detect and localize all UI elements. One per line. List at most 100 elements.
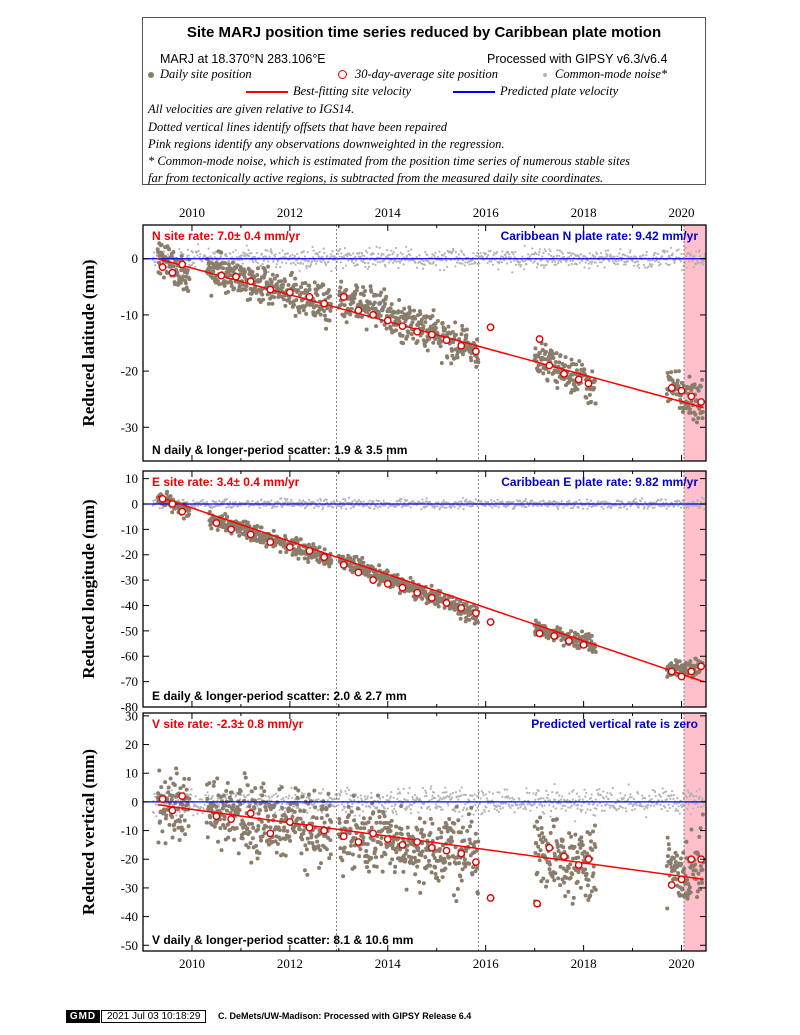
common-mode-point [484,793,487,796]
common-mode-point [446,802,449,805]
common-mode-point [676,809,680,813]
common-mode-point [497,810,500,814]
daily-position-point [243,529,248,534]
common-mode-point [376,260,379,263]
common-mode-point [668,263,671,266]
daily-position-point [327,555,332,560]
common-mode-point [443,791,446,794]
common-mode-point [358,814,361,817]
common-mode-point [660,808,663,811]
daily-position-point [424,314,429,319]
daily-position-point [243,287,248,292]
daily-position-point [590,369,595,374]
common-mode-point [390,791,393,794]
daily-position-point [414,595,419,600]
common-mode-point [316,809,319,812]
daily-position-point [171,249,176,254]
average-position-point [579,640,588,649]
common-mode-point [457,253,460,256]
average-position-point [383,316,392,325]
common-mode-point [298,499,301,502]
common-mode-point [532,504,535,507]
common-mode-point [325,803,328,806]
common-mode-point [203,254,207,258]
common-mode-point [497,506,500,509]
y-tick-label: -50 [121,623,138,638]
common-mode-point [495,505,498,508]
common-mode-point [692,266,695,269]
common-mode-point [609,792,612,795]
daily-position-point [453,332,458,337]
common-mode-point [575,804,578,807]
y-tick-label: 10 [125,471,138,486]
common-mode-point [397,788,400,791]
common-mode-point [392,796,395,799]
common-mode-point [604,256,607,259]
common-mode-point [460,250,463,254]
common-mode-point [487,810,490,813]
common-mode-point [201,260,204,263]
common-mode-point [413,802,416,805]
common-mode-point [428,799,431,802]
common-mode-point [564,809,567,812]
common-mode-point [433,506,436,509]
common-mode-point [211,796,214,799]
common-mode-point [396,255,399,258]
common-mode-point [363,254,366,258]
common-mode-point [229,501,232,504]
daily-position-point [306,560,311,565]
common-mode-point [250,801,253,805]
daily-position-point [355,285,360,290]
common-mode-point [295,259,298,262]
common-mode-point [646,507,649,510]
common-mode-point [441,504,445,507]
common-mode-point [434,803,438,806]
common-mode-point [473,798,476,801]
common-mode-point [452,249,455,252]
common-mode-point [673,802,676,805]
common-mode-point [218,499,221,502]
common-mode-point [176,799,180,802]
daily-position-point [567,364,572,369]
common-mode-point [651,788,654,792]
y-axis-label: Reduced longitude (mm) [79,499,98,678]
daily-position-point [352,296,357,301]
common-mode-point [554,260,557,263]
common-mode-point [162,250,166,253]
common-mode-point [632,499,636,502]
y-tick-label: 0 [132,251,139,266]
common-mode-point [541,805,544,808]
common-mode-point [441,808,444,811]
common-mode-point [287,797,290,800]
daily-position-point [589,633,594,638]
common-mode-point [672,797,675,801]
common-mode-point [542,499,545,502]
common-mode-point [575,792,579,795]
common-mode-point [524,805,527,809]
common-mode-point [330,255,334,258]
common-mode-point [670,794,673,797]
common-mode-point [362,260,365,263]
common-mode-point [533,260,536,263]
common-mode-point [397,266,400,270]
common-mode-point [635,804,638,807]
daily-position-point [288,300,293,305]
daily-position-point [237,533,242,538]
daily-position-point [676,384,681,389]
daily-position-point [394,328,399,333]
common-mode-point [266,249,269,252]
common-mode-point [154,264,157,267]
common-mode-point [639,256,643,259]
common-mode-point [426,505,429,508]
common-mode-point [366,504,369,507]
daily-position-point [348,312,353,317]
common-mode-point [201,498,204,502]
common-mode-point [643,807,646,811]
daily-position-point [442,605,447,610]
daily-position-point [554,351,559,356]
common-mode-point [219,255,223,258]
average-position-point [486,323,495,332]
common-mode-point [366,251,369,254]
daily-position-point [342,303,347,308]
common-mode-point [457,798,460,801]
